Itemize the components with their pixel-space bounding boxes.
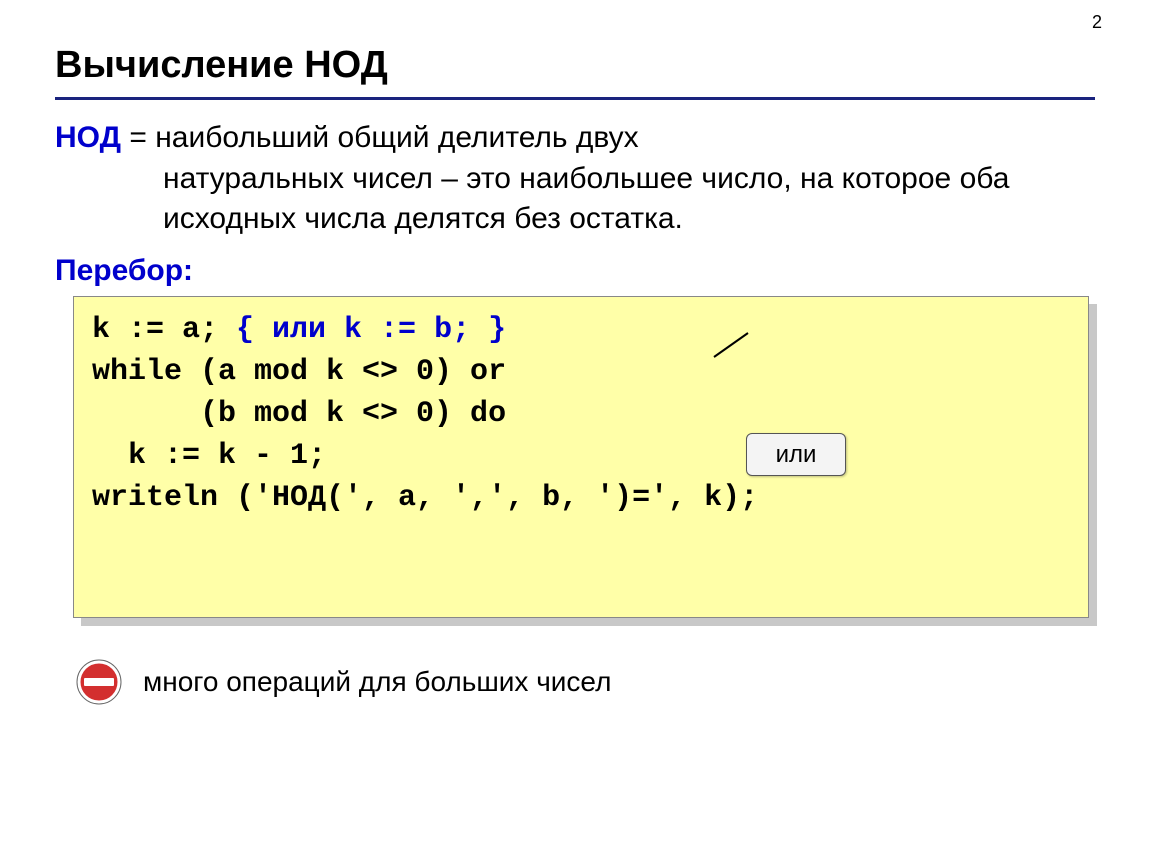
note-text: много операций для больших чисел — [143, 666, 611, 698]
code-line-1a: k := a; — [92, 313, 236, 347]
definition-line1: наибольший общий делитель двух — [155, 121, 638, 154]
callout: или — [746, 307, 846, 561]
note-row: много операций для больших чисел — [55, 658, 1095, 706]
code-line-4: k := k - 1; — [92, 439, 326, 473]
stop-icon — [75, 658, 123, 706]
equals-text: = — [121, 121, 155, 154]
term-nod: НОД — [55, 121, 121, 154]
code-comment: { или k := b; } — [236, 313, 506, 347]
code-block-wrap: k := a; { или k := b; } while (a mod k <… — [73, 296, 1089, 618]
code-line-3: (b mod k <> 0) do — [92, 397, 506, 431]
page-number: 2 — [1092, 12, 1102, 33]
code-block: k := a; { или k := b; } while (a mod k <… — [73, 296, 1089, 618]
subhead-perebor: Перебор: — [55, 254, 1095, 288]
slide-title: Вычисление НОД — [55, 20, 1095, 97]
callout-label: или — [746, 433, 846, 477]
code-line-5: writeln ('НОД(', a, ',', b, ')=', k); — [92, 481, 758, 515]
code-line-2: while (a mod k <> 0) or — [92, 355, 506, 389]
definition-rest: натуральных чисел – это наибольшее число… — [55, 159, 1095, 240]
callout-pointer-icon — [712, 331, 752, 359]
title-rule — [55, 97, 1095, 100]
definition-block: НОД = наибольший общий делитель двух нат… — [55, 118, 1095, 240]
